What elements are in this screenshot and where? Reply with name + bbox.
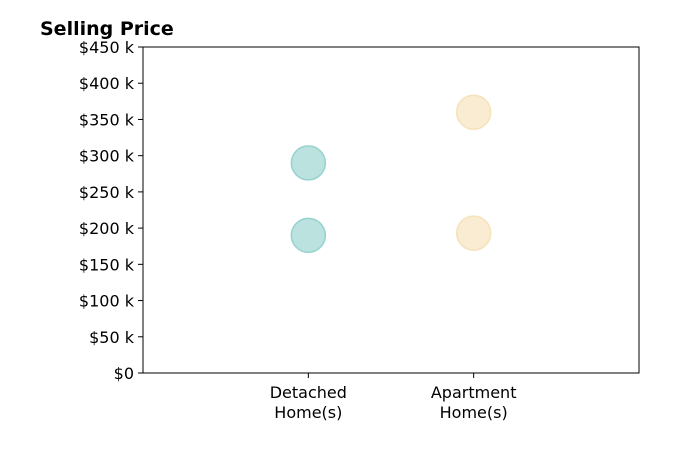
data-point (455, 94, 492, 130)
data-point (290, 145, 327, 181)
y-tick-label: $250 k (79, 183, 135, 202)
y-axis: $0 $50 k $100 k $150 k $200 k $250 k $300 k $35… (79, 38, 143, 383)
x-axis: Detached Home(s) Apartment Home(s) (270, 373, 517, 422)
plot-points (290, 94, 492, 254)
y-tick-label: $450 k (79, 38, 135, 57)
data-point (455, 215, 492, 251)
chart-title: Selling Price (40, 18, 174, 40)
y-tick-label: $350 k (79, 110, 135, 129)
y-tick-label: $300 k (79, 147, 135, 166)
y-tick-label: $0 (114, 364, 134, 383)
x-tick-label: Apartment Home(s) (431, 383, 517, 422)
y-tick-label: $100 k (79, 292, 135, 311)
data-point (290, 217, 327, 254)
y-tick-label: $400 k (79, 74, 135, 93)
y-tick-label: $200 k (79, 219, 135, 238)
x-tick-label: Detached Home(s) (270, 383, 347, 422)
plot-frame (142, 46, 640, 374)
y-tick-label: $50 k (89, 328, 135, 347)
y-tick-label: $150 k (79, 255, 135, 274)
